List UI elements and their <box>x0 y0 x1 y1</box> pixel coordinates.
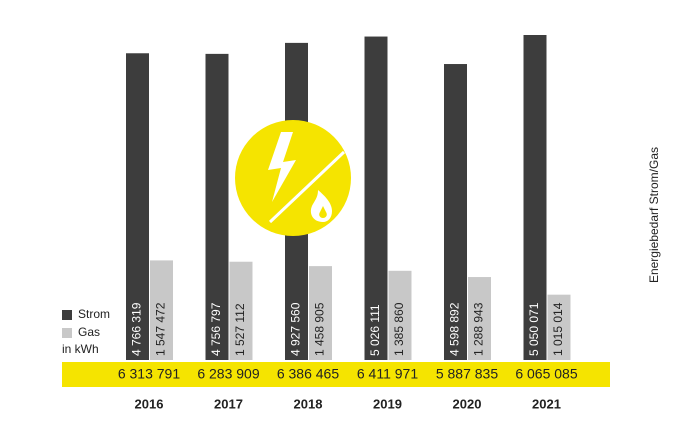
bar <box>126 53 149 360</box>
bar <box>309 266 332 360</box>
x-tick-label: 2021 <box>532 396 561 411</box>
total-label: 6 313 791 <box>118 366 180 382</box>
x-tick-label: 2018 <box>294 396 323 411</box>
total-label: 6 283 909 <box>197 366 259 382</box>
data-label: 1 015 014 <box>551 302 565 356</box>
chart-title: Energiebedarf Strom/Gas <box>647 147 661 283</box>
data-label: 4 598 892 <box>448 302 462 356</box>
legend-swatch <box>62 328 72 338</box>
data-label: 1 527 112 <box>233 303 247 356</box>
bar <box>150 260 173 360</box>
total-label: 6 411 971 <box>357 366 418 382</box>
unit-label: in kWh <box>62 342 99 356</box>
bar <box>468 277 491 360</box>
data-label: 1 458 905 <box>313 302 327 356</box>
totals-band <box>62 362 610 387</box>
bar <box>523 35 547 360</box>
x-tick-label: 2020 <box>453 396 482 411</box>
energy-icon <box>235 120 351 236</box>
legend-label: Strom <box>78 307 110 321</box>
bar <box>364 36 388 360</box>
data-label: 4 927 560 <box>289 302 303 356</box>
data-label: 1 547 472 <box>154 302 168 356</box>
data-label: 1 288 943 <box>472 302 486 356</box>
bar <box>444 64 467 361</box>
data-label: 5 050 071 <box>527 302 541 356</box>
x-tick-label: 2017 <box>214 396 243 411</box>
bar <box>388 270 412 360</box>
total-label: 6 065 085 <box>515 366 577 382</box>
total-label: 5 887 835 <box>436 366 498 382</box>
x-tick-label: 2016 <box>135 396 164 411</box>
bar <box>229 261 253 360</box>
data-label: 4 766 319 <box>130 302 144 356</box>
bar <box>205 53 229 360</box>
total-label: 6 386 465 <box>277 366 339 382</box>
bar <box>547 294 571 360</box>
x-tick-label: 2019 <box>373 396 402 411</box>
data-label: 4 756 797 <box>209 302 223 356</box>
legend-swatch <box>62 310 72 320</box>
data-label: 5 026 111 <box>368 304 382 356</box>
legend-label: Gas <box>78 325 100 339</box>
data-label: 1 385 860 <box>392 302 406 356</box>
